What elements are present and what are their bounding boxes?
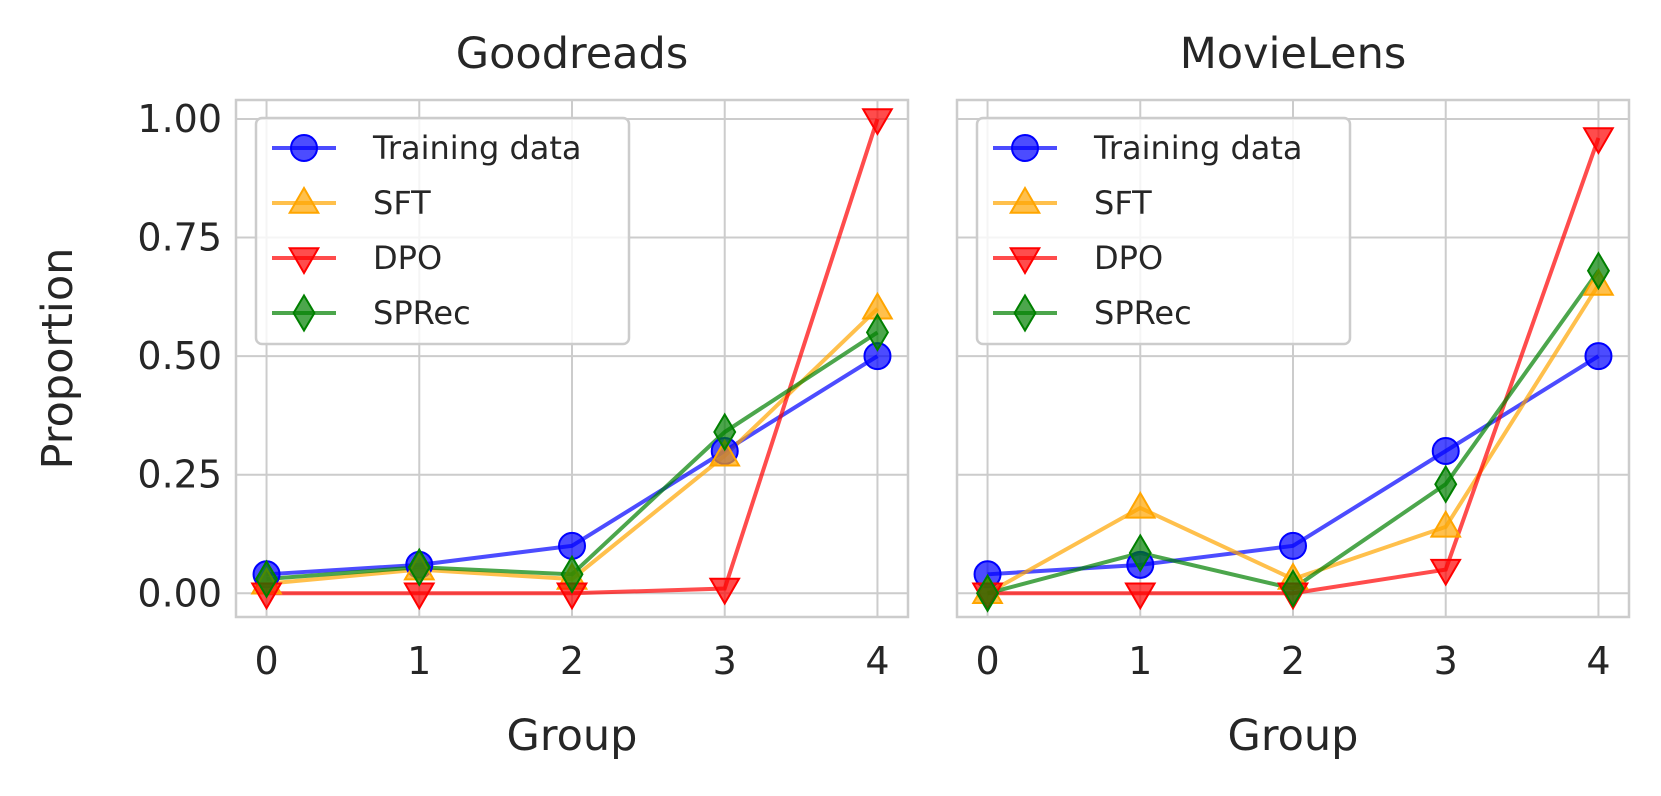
data-point-2-1 (1124, 582, 1157, 611)
legend-label-3: SPRec (1094, 294, 1192, 332)
x-tick-label: 2 (560, 639, 584, 683)
data-point-3-4 (865, 312, 890, 352)
data-point-0-2 (1279, 531, 1307, 560)
x-tick-label: 0 (975, 639, 999, 683)
legend-box (975, 116, 1352, 346)
legend-label-2: DPO (373, 239, 442, 277)
legend-marker-0 (1011, 134, 1039, 162)
x-tick-label: 1 (1128, 639, 1152, 683)
data-point-3-1 (1128, 533, 1152, 573)
x-tick-label: 3 (713, 639, 737, 683)
plot-frame (955, 98, 1631, 619)
legend-label-3: SPRec (373, 294, 471, 332)
data-point-1-1 (1124, 490, 1157, 519)
legend: Training data SFT DPO SPRec (254, 116, 631, 346)
legend-marker-1 (1008, 186, 1042, 214)
data-point-3-4 (1586, 251, 1611, 291)
data-point-2-4 (1582, 127, 1615, 155)
data-point-0-4 (1584, 342, 1613, 371)
legend-label-0: Training data (1093, 129, 1303, 167)
y-tick-label: 0.50 (137, 334, 222, 378)
x-axis-label: Group (1228, 711, 1359, 761)
data-point-3-1 (407, 547, 431, 587)
data-point-0-3 (1431, 436, 1460, 465)
y-tick-label: 1.00 (137, 97, 222, 141)
data-point-3-2 (1281, 569, 1305, 609)
y-axis-label: Proportion (33, 248, 83, 470)
legend-label-1: SFT (1094, 184, 1152, 222)
data-point-2-1 (403, 582, 436, 611)
legend-label-0: Training data (372, 129, 582, 167)
data-point-3-0 (975, 573, 1000, 613)
legend-marker-3 (292, 293, 316, 333)
legend-label-2: DPO (1094, 239, 1163, 277)
legend-label-1: SFT (373, 184, 431, 222)
x-tick-label: 2 (1281, 639, 1305, 683)
y-tick-label: 0.00 (137, 571, 222, 615)
legend-marker-1 (287, 186, 321, 214)
data-point-1-3 (1429, 509, 1462, 538)
chart-panel-1: 0 1 2 3 4 MovieLens Group Training data SFT DPO SP… (955, 29, 1631, 761)
data-point-2-3 (708, 577, 741, 606)
x-tick-label: 0 (254, 639, 278, 683)
chart-panel-0: 0 1 2 3 4 0.00 0.25 0.50 0.75 1.00 Goodreads Group P… (33, 29, 910, 761)
legend: Training data SFT DPO SPRec (975, 116, 1352, 346)
x-tick-label: 1 (407, 639, 431, 683)
chart-title: Goodreads (456, 29, 688, 79)
data-point-1-3 (708, 438, 741, 467)
data-point-3-3 (713, 412, 737, 452)
data-point-2-4 (861, 108, 894, 136)
x-tick-label: 4 (1586, 639, 1610, 683)
legend-marker-2 (1008, 247, 1042, 275)
data-point-3-2 (560, 554, 584, 594)
data-point-2-3 (1429, 558, 1462, 587)
x-tick-label: 3 (1434, 639, 1458, 683)
y-tick-label: 0.75 (137, 216, 222, 260)
x-axis-label: Group (507, 711, 638, 761)
chart-title: MovieLens (1180, 29, 1407, 79)
legend-box (254, 116, 631, 346)
y-tick-label: 0.25 (137, 453, 222, 497)
data-point-3-0 (254, 559, 279, 599)
x-tick-label: 4 (865, 639, 889, 683)
legend-marker-3 (1013, 293, 1037, 333)
legend-marker-2 (287, 247, 321, 275)
data-point-3-3 (1434, 464, 1458, 504)
plot-frame (234, 98, 910, 619)
legend-marker-0 (290, 134, 318, 162)
